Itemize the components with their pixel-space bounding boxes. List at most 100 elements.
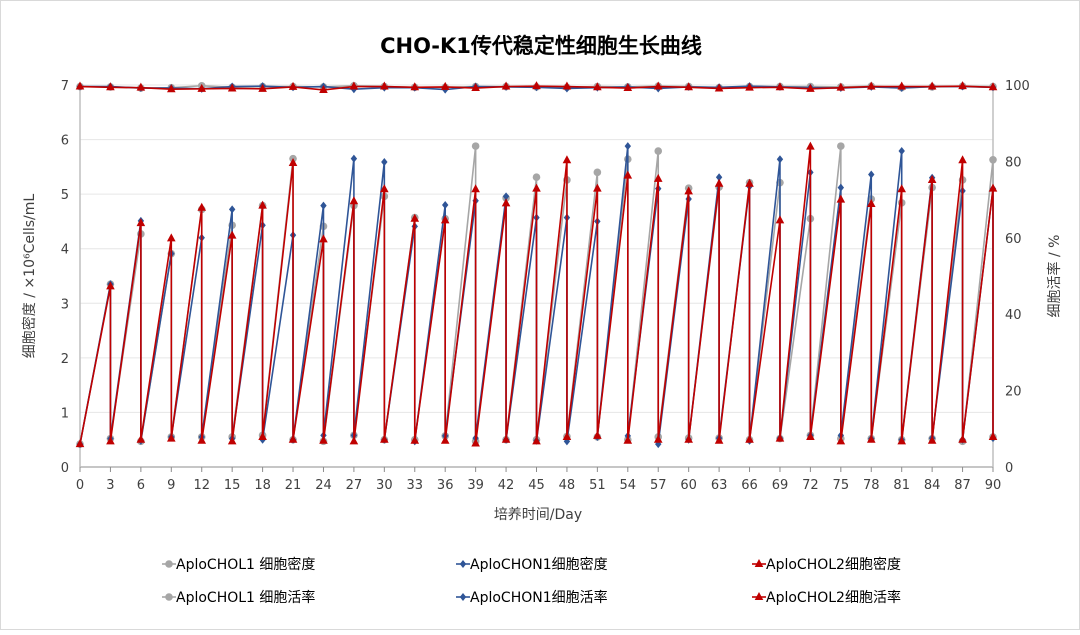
x-tick-label: 87 bbox=[954, 478, 971, 493]
x-tick-label: 54 bbox=[620, 478, 637, 493]
viability-point bbox=[440, 81, 450, 90]
density-point bbox=[927, 435, 937, 444]
density-point bbox=[501, 198, 511, 207]
density-point bbox=[654, 147, 663, 155]
legend-marker bbox=[165, 593, 173, 601]
density-point bbox=[776, 155, 784, 164]
viability-point bbox=[562, 81, 572, 90]
viability-point bbox=[653, 81, 663, 90]
viability-point bbox=[927, 81, 937, 90]
density-point bbox=[898, 147, 905, 156]
y-axis-left-label: 细胞密度 / ×10⁶Cells/mL bbox=[21, 194, 38, 359]
x-tick-label: 30 bbox=[376, 478, 393, 493]
density-point bbox=[136, 218, 146, 227]
y-axis-right-label: 细胞活率 / % bbox=[1046, 235, 1063, 318]
density-point bbox=[471, 184, 480, 193]
density-point bbox=[958, 155, 967, 164]
legend: AploCHOL1 细胞密度 AploCHON1细胞密度 AploCHOL2细胞密度… bbox=[162, 556, 901, 606]
density-point bbox=[75, 439, 85, 448]
density-point bbox=[868, 170, 875, 179]
density-point bbox=[988, 431, 998, 440]
density-point bbox=[623, 435, 633, 444]
density-point bbox=[410, 213, 420, 222]
y-left-tick-label: 5 bbox=[61, 188, 69, 203]
density-point bbox=[806, 141, 815, 150]
legend-label: AploCHOL1 细胞密度 bbox=[176, 556, 315, 573]
viability-point bbox=[136, 82, 146, 91]
legend-item: AploCHOL1 细胞密度 bbox=[162, 556, 315, 573]
density-point bbox=[653, 173, 663, 182]
y-left-tick-label: 1 bbox=[61, 406, 69, 421]
density-point bbox=[380, 184, 389, 193]
x-tick-label: 0 bbox=[76, 478, 84, 493]
density-point bbox=[532, 436, 541, 445]
viability-point bbox=[806, 83, 815, 92]
y-left-tick-label: 7 bbox=[61, 79, 69, 94]
x-tick-label: 81 bbox=[893, 478, 910, 493]
density-point bbox=[562, 431, 572, 440]
viability-point bbox=[745, 82, 754, 91]
x-axis-label: 培养时间/Day bbox=[494, 507, 582, 523]
x-tick-label: 84 bbox=[924, 478, 941, 493]
y-right-tick-label: 100 bbox=[1005, 79, 1030, 94]
viability-series-chol2 bbox=[75, 81, 998, 93]
density-point bbox=[440, 435, 450, 444]
density-point bbox=[836, 436, 846, 445]
x-tick-label: 57 bbox=[650, 478, 667, 493]
density-point bbox=[837, 142, 845, 150]
density-point bbox=[684, 186, 693, 195]
viability-point bbox=[410, 82, 420, 91]
density-point bbox=[866, 198, 876, 207]
y-right-tick-label: 40 bbox=[1005, 308, 1022, 323]
density-point bbox=[866, 434, 876, 443]
density-point bbox=[350, 154, 358, 163]
y-left-tick-label: 0 bbox=[61, 461, 69, 476]
x-tick-label: 45 bbox=[528, 478, 545, 493]
density-series-chol2 bbox=[75, 141, 998, 448]
y-right-tick-label: 20 bbox=[1005, 385, 1022, 400]
viability-point bbox=[319, 84, 328, 93]
legend-item: AploCHOL2细胞密度 bbox=[752, 556, 901, 573]
x-tick-label: 90 bbox=[985, 478, 1002, 493]
density-point bbox=[623, 170, 633, 179]
x-tick-label: 66 bbox=[741, 478, 758, 493]
x-tick-label: 75 bbox=[833, 478, 850, 493]
viability-point bbox=[836, 82, 846, 91]
viability-point bbox=[958, 81, 967, 90]
x-tick-label: 27 bbox=[346, 478, 363, 493]
density-point bbox=[440, 215, 450, 224]
density-point bbox=[593, 183, 602, 192]
density-point bbox=[624, 142, 631, 151]
density-point bbox=[714, 178, 724, 187]
legend-marker bbox=[165, 560, 173, 568]
legend-label: AploCHON1细胞活率 bbox=[470, 589, 608, 606]
density-point bbox=[806, 431, 815, 440]
viability-point bbox=[866, 81, 876, 90]
viability-point bbox=[197, 83, 207, 92]
legend-marker bbox=[459, 560, 467, 568]
viability-point bbox=[988, 82, 998, 91]
x-tick-label: 51 bbox=[589, 478, 606, 493]
density-point bbox=[532, 183, 541, 192]
density-point bbox=[562, 155, 572, 164]
density-point bbox=[227, 436, 237, 445]
x-tick-label: 36 bbox=[437, 478, 454, 493]
density-point bbox=[655, 440, 662, 449]
viability-point bbox=[501, 81, 511, 90]
density-point bbox=[593, 430, 602, 439]
x-tick-label: 18 bbox=[254, 478, 271, 493]
legend-marker bbox=[754, 559, 764, 567]
legend-item: AploCHOL2细胞活率 bbox=[752, 589, 901, 606]
x-tick-label: 24 bbox=[315, 478, 332, 493]
density-point bbox=[471, 142, 480, 150]
x-tick-label: 60 bbox=[680, 478, 697, 493]
density-point bbox=[288, 158, 298, 167]
density-point bbox=[684, 434, 693, 443]
viability-point bbox=[349, 81, 359, 90]
density-point bbox=[258, 431, 267, 440]
y-right-tick-label: 60 bbox=[1005, 232, 1022, 247]
density-point bbox=[532, 173, 541, 182]
viability-point bbox=[684, 82, 693, 91]
x-tick-label: 78 bbox=[863, 478, 880, 493]
x-tick-label: 39 bbox=[467, 478, 484, 493]
